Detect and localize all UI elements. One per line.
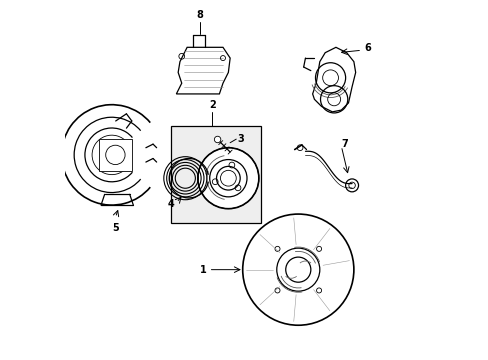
Polygon shape [176, 47, 230, 94]
Polygon shape [99, 139, 131, 171]
Text: 8: 8 [196, 10, 203, 21]
Text: 1: 1 [200, 265, 206, 275]
Bar [171, 126, 260, 223]
Circle shape [214, 136, 221, 143]
Text: 4: 4 [167, 199, 174, 210]
Polygon shape [312, 47, 355, 112]
Text: 3: 3 [237, 134, 244, 144]
Text: 5: 5 [112, 223, 119, 233]
Circle shape [242, 214, 353, 325]
Circle shape [198, 148, 258, 209]
Text: 6: 6 [364, 43, 370, 53]
Text: 2: 2 [208, 100, 215, 110]
Text: 7: 7 [341, 139, 347, 149]
